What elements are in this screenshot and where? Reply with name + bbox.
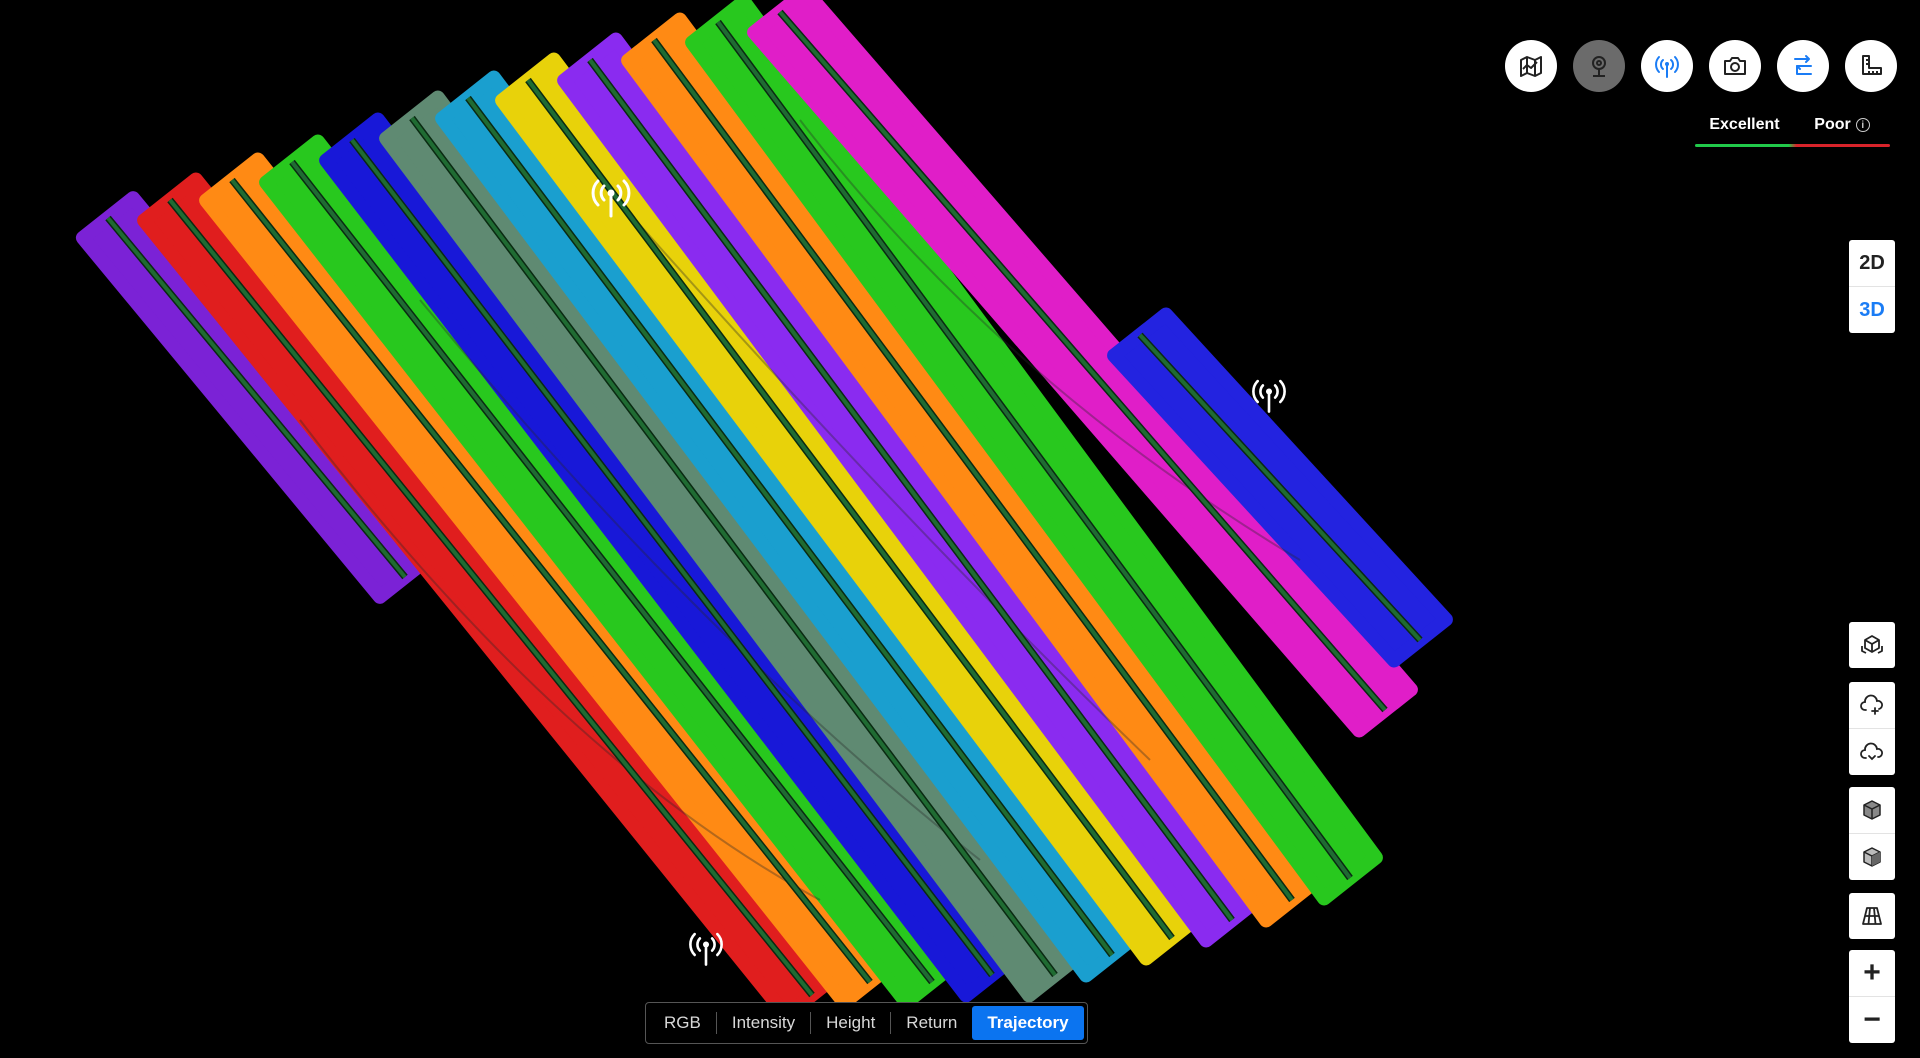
measure-button[interactable] <box>1845 40 1897 92</box>
view-3d-button[interactable]: 3D <box>1849 286 1895 333</box>
contour-line <box>599 179 1151 761</box>
cloud-panel <box>1849 682 1895 775</box>
color-mode-height[interactable]: Height <box>826 1013 876 1032</box>
model-button[interactable] <box>1849 622 1895 668</box>
trajectory-line[interactable] <box>716 20 1352 880</box>
color-mode-trajectory[interactable]: Trajectory <box>972 1006 1084 1040</box>
map-layer-button[interactable] <box>1505 40 1557 92</box>
legend-excellent-label: Excellent <box>1709 116 1780 133</box>
color-mode-intensity[interactable]: Intensity <box>731 1013 796 1032</box>
wire-view-button[interactable] <box>1849 833 1895 880</box>
wire-cube-icon <box>1863 847 1881 867</box>
pin-icon <box>1592 56 1606 77</box>
divider <box>890 1012 892 1034</box>
trajectory-line[interactable] <box>410 116 1057 977</box>
legend-gradient-bar <box>1695 144 1890 147</box>
trajectory-line[interactable] <box>778 10 1387 712</box>
cloud-download-button[interactable] <box>1849 728 1895 775</box>
base-station-marker[interactable] <box>588 174 634 220</box>
trajectory-line[interactable] <box>168 198 814 997</box>
legend-poor: Poor i <box>1794 116 1890 134</box>
location-pin-button[interactable] <box>1573 40 1625 92</box>
contour-line <box>799 119 1301 561</box>
map-icon <box>1520 56 1542 77</box>
cloud-arrow-icon <box>1860 742 1883 761</box>
base-station-marker[interactable] <box>686 928 732 974</box>
divider <box>810 1012 812 1034</box>
cube-box-icon <box>1861 635 1883 654</box>
zoom-in-button[interactable]: + <box>1863 956 1881 989</box>
trajectory-line[interactable] <box>106 216 407 579</box>
signal-tower-icon <box>689 932 723 966</box>
color-mode-selector: RGB Intensity Height Return Trajectory <box>645 1002 1088 1044</box>
quality-legend: Excellent Poor i <box>1695 116 1890 147</box>
solid-cube-icon <box>1863 800 1881 820</box>
trajectory-line[interactable] <box>652 38 1294 902</box>
contour-line <box>299 419 821 901</box>
view-mode-toggle: 2D 3D <box>1849 240 1895 333</box>
trajectory-line[interactable] <box>230 178 872 984</box>
divider <box>715 1012 717 1034</box>
render-panel <box>1849 787 1895 880</box>
signal-tower-icon <box>1252 379 1286 413</box>
signal-tower-icon <box>591 179 631 218</box>
zoom-panel: + − <box>1849 950 1895 1043</box>
info-icon[interactable]: i <box>1855 118 1870 132</box>
cloud-upload-button[interactable] <box>1849 682 1895 728</box>
cloud-plus-icon <box>1860 694 1883 715</box>
terrain-contours <box>299 119 1301 901</box>
trajectory-line[interactable] <box>1138 333 1422 642</box>
signal-tower-icon <box>1655 56 1679 78</box>
photos-button[interactable] <box>1709 40 1761 92</box>
color-mode-return[interactable]: Return <box>906 1013 958 1032</box>
trajectory-line[interactable] <box>466 96 1114 957</box>
legend-poor-label: Poor <box>1814 116 1851 133</box>
ruler-icon <box>1862 55 1882 75</box>
camera-icon <box>1724 57 1746 75</box>
trajectory-line[interactable] <box>588 58 1234 922</box>
model-panel <box>1849 622 1895 668</box>
base-station-marker[interactable] <box>1249 375 1295 421</box>
trajectory-route-button[interactable] <box>1777 40 1829 92</box>
top-toolbar <box>1505 40 1897 92</box>
grid-plane-icon <box>1862 907 1882 925</box>
grid-panel <box>1849 893 1895 939</box>
zoom-out-button[interactable]: − <box>1849 996 1895 1043</box>
base-station-button[interactable] <box>1641 40 1693 92</box>
solid-view-button[interactable] <box>1849 787 1895 833</box>
contour-line <box>419 299 981 861</box>
trajectory-line[interactable] <box>290 160 934 984</box>
route-icon <box>1794 55 1812 75</box>
ground-grid-button[interactable] <box>1849 893 1895 939</box>
view-2d-button[interactable]: 2D <box>1859 251 1885 274</box>
trajectory-line[interactable] <box>526 78 1174 940</box>
trajectory-line[interactable] <box>350 138 994 977</box>
color-mode-rgb[interactable]: RGB <box>664 1013 701 1032</box>
